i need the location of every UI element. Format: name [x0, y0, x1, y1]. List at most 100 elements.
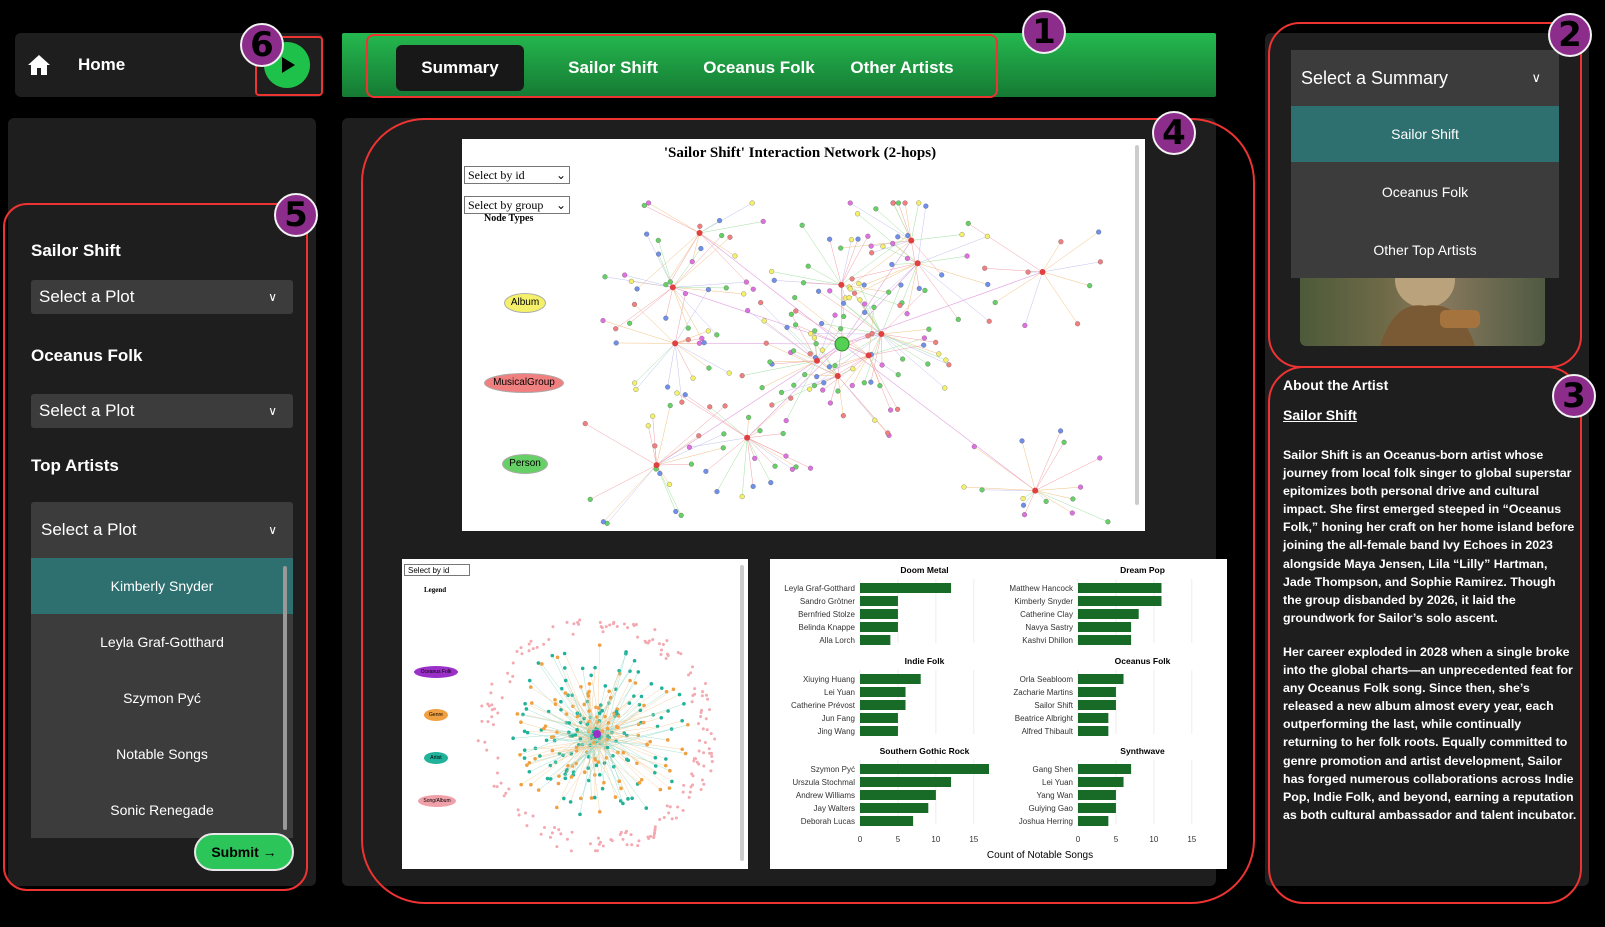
top-artists-plot-select[interactable]: Select a Plot ∨ — [31, 502, 293, 558]
dropdown-option[interactable]: Notable Songs — [116, 746, 208, 762]
bar — [860, 713, 898, 723]
tick-label: 0 — [858, 835, 863, 844]
legend-album: Album — [504, 293, 546, 313]
oceanus-folk-plot-select[interactable]: Select a Plot ∨ — [31, 394, 293, 428]
chart-panel: Oceanus Folk Orla Seabloom Zacharie Martin… — [1013, 656, 1193, 736]
category-label: Orla Seabloom — [1020, 675, 1074, 684]
submit-button[interactable]: Submit → — [194, 833, 294, 871]
bar — [1078, 635, 1132, 645]
badge-5: 5 — [274, 193, 318, 237]
chart-panel: Indie Folk Xiuying Huang Lei Yuan Catherine… — [791, 656, 975, 736]
bar — [860, 596, 898, 606]
select-by-id[interactable]: Select by id — [404, 564, 470, 576]
tab-summary[interactable]: Summary — [396, 45, 524, 91]
legend-song-album: Song/Album — [418, 795, 456, 807]
category-label: Jay Walters — [814, 804, 856, 813]
summary-option[interactable]: Oceanus Folk — [1381, 184, 1469, 200]
bio-paragraph: Sailor Shift is an Oceanus-born artist w… — [1283, 448, 1575, 625]
category-label: Xiuying Huang — [803, 675, 855, 684]
bar — [860, 726, 898, 736]
category-label: Belinda Knappe — [799, 623, 856, 632]
network-graph-panel: 'Sailor Shift' Interaction Network (2-ho… — [462, 139, 1145, 531]
section-title-top-artists: Top Artists — [31, 456, 119, 475]
genre-network-graph[interactable] — [472, 609, 722, 859]
chevron-down-icon: ∨ — [268, 290, 277, 304]
chevron-down-icon: ⌄ — [555, 168, 566, 182]
artist-illustration — [1380, 270, 1480, 346]
genre-network-panel: Select by id Legend Oceanus Folk Genre A… — [402, 559, 748, 869]
category-label: Jun Fang — [822, 714, 855, 723]
category-label: Catherine Prévost — [791, 701, 856, 710]
category-label: Urszula Stochmal — [792, 778, 855, 787]
dropdown-option[interactable]: Sonic Renegade — [110, 802, 214, 818]
scrollbar[interactable] — [283, 566, 287, 830]
badge-4: 4 — [1152, 111, 1196, 155]
chevron-down-icon: ∨ — [1531, 70, 1541, 85]
summary-option[interactable]: Other Top Artists — [1373, 242, 1477, 258]
category-label: Gang Shen — [1033, 765, 1073, 774]
category-label: Andrew Williams — [796, 791, 855, 800]
legend-genre: Genre — [424, 709, 448, 721]
category-label: Kimberly Snyder — [1014, 597, 1073, 606]
select-by-id[interactable]: Select by id ⌄ — [464, 166, 570, 184]
bar — [1078, 609, 1139, 619]
category-label: Alla Lorch — [819, 636, 855, 645]
summary-dropdown: Sailor Shift Oceanus Folk Other Top Arti… — [1291, 106, 1559, 278]
bio-paragraph: Her career exploded in 2028 when a singl… — [1283, 644, 1577, 822]
tick-label: 10 — [1149, 835, 1158, 844]
panel-title: Oceanus Folk — [1115, 656, 1171, 666]
panel-title: Dream Pop — [1120, 565, 1165, 575]
sailor-shift-plot-select[interactable]: Select a Plot ∨ — [31, 280, 293, 314]
legend-title: Legend — [424, 586, 447, 594]
left-panel: Sailor Shift Select a Plot ∨ Oceanus Fol… — [8, 118, 316, 886]
dropdown-option[interactable]: Leyla Graf-Gotthard — [100, 634, 224, 650]
badge-3: 3 — [1552, 374, 1596, 418]
bar — [860, 635, 891, 645]
category-label: Jing Wang — [818, 727, 856, 736]
home-link[interactable]: Home — [78, 55, 126, 74]
panel-title: Indie Folk — [905, 656, 945, 666]
bar — [1078, 713, 1109, 723]
category-label: Deborah Lucas — [801, 817, 855, 826]
tick-label: 5 — [896, 835, 901, 844]
badge-1: 1 — [1022, 10, 1066, 54]
panel-title: Southern Gothic Rock — [880, 746, 970, 756]
chevron-down-icon: ∨ — [268, 523, 277, 537]
dropdown-option[interactable]: Szymon Pyć — [123, 690, 201, 706]
bar — [860, 777, 952, 787]
network-graph[interactable] — [562, 199, 1122, 529]
arrow-right-icon: → — [262, 844, 277, 860]
section-title-sailor-shift: Sailor Shift — [31, 241, 121, 260]
summary-option[interactable]: Sailor Shift — [1291, 106, 1559, 162]
chart-panel: Synthwave Gang Shen Lei Yuan Yang Wan Guiyin… — [1019, 746, 1197, 844]
tick-label: 15 — [1187, 835, 1196, 844]
scrollbar[interactable] — [1135, 145, 1139, 505]
legend-artist: Artist — [424, 752, 448, 764]
tick-label: 5 — [1114, 835, 1119, 844]
bar — [860, 609, 898, 619]
select-by-group[interactable]: Select by group ⌄ — [464, 196, 570, 214]
scrollbar[interactable] — [740, 565, 744, 861]
bar — [1078, 764, 1132, 774]
tab-oceanus-folk[interactable]: Oceanus Folk — [703, 58, 815, 77]
summary-select[interactable]: Select a Summary ∨ — [1291, 50, 1559, 106]
bar — [1078, 596, 1162, 606]
bar — [1078, 803, 1116, 813]
bar — [1078, 726, 1109, 736]
artist-link[interactable]: Sailor Shift — [1283, 407, 1357, 423]
tab-other-artists[interactable]: Other Artists — [850, 58, 954, 77]
bar — [1078, 777, 1124, 787]
notable-songs-chart-panel: Doom Metal Leyla Graf-Gotthard Sandro Gröt… — [770, 559, 1227, 869]
chart-panel: Southern Gothic Rock Szymon Pyć Urszula St… — [792, 746, 989, 844]
tick-label: 15 — [969, 835, 978, 844]
dropdown-option[interactable]: Kimberly Snyder — [31, 558, 293, 614]
bar — [1078, 622, 1132, 632]
chevron-down-icon: ⌄ — [555, 198, 566, 212]
home-icon[interactable] — [27, 53, 51, 82]
tick-label: 10 — [931, 835, 940, 844]
about-heading: About the Artist — [1283, 377, 1389, 393]
legend-title: Node Types — [484, 213, 534, 224]
tick-label: 0 — [1076, 835, 1081, 844]
tab-sailor-shift[interactable]: Sailor Shift — [568, 58, 658, 77]
chart-panel: Dream Pop Matthew Hancock Kimberly Snyder C… — [1009, 565, 1193, 645]
